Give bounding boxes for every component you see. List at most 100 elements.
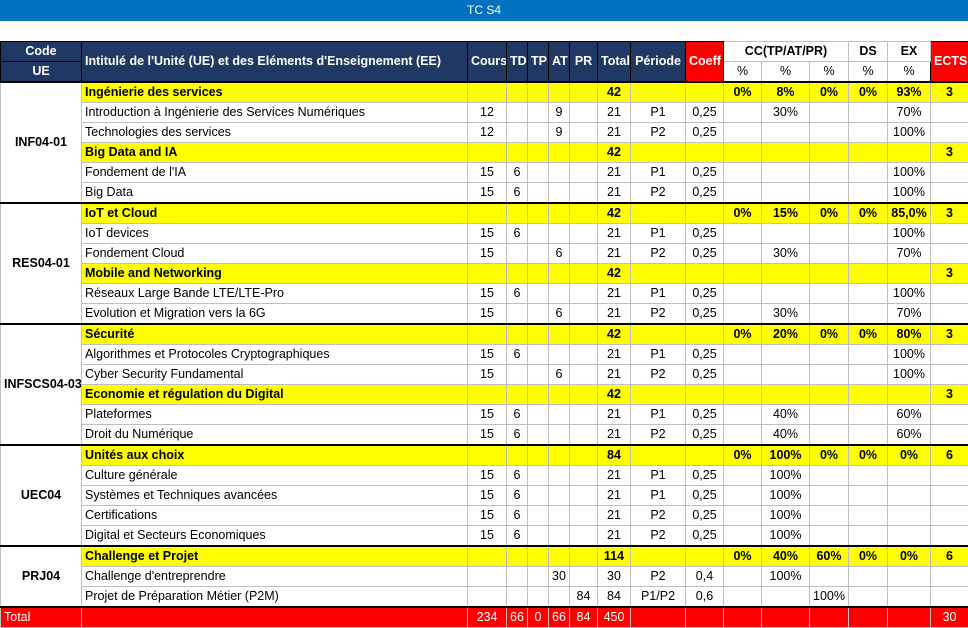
- cell-cc2: 100%: [761, 525, 810, 547]
- ee-row: Plateformes 15 6 21 P1 0,25 40% 60%: [1, 404, 968, 425]
- ue-row: INFSCS04-03 Sécurité 42 0% 20% 0% 0% 80% 3: [0, 323, 968, 446]
- cell-ex: 100%: [887, 344, 932, 365]
- cell-coeff: [685, 202, 724, 224]
- cell-periode: [630, 323, 686, 345]
- ee-name: Algorithmes et Protocoles Cryptographiqu…: [81, 344, 468, 365]
- cell-total: 21: [597, 364, 631, 385]
- cell-tp: [527, 263, 549, 284]
- cell-cours: 15: [467, 404, 507, 425]
- cell-pr: [569, 81, 598, 103]
- cell-ex: [887, 525, 932, 547]
- cell-pr: [569, 162, 598, 183]
- cell-at: [548, 485, 570, 506]
- cell-ds: [848, 586, 889, 608]
- cell-cc3: [808, 566, 850, 587]
- cell-ex: 100%: [887, 122, 932, 143]
- cell-cours: 15: [467, 303, 507, 325]
- cell-ects: [930, 243, 968, 264]
- header-cc-pct-3: %: [808, 61, 850, 83]
- cell-at: [548, 505, 570, 526]
- cell-total: 42: [597, 263, 631, 284]
- header-total: Total: [597, 41, 631, 83]
- cell-ects: [930, 223, 968, 244]
- cell-ds: [848, 243, 889, 264]
- ue-name: Big Data and IA: [81, 142, 468, 163]
- cell-ds: [848, 344, 889, 365]
- cell-ex: 70%: [887, 303, 932, 325]
- cell-pr: [569, 202, 598, 224]
- cell-total: 21: [597, 465, 631, 486]
- cell-cc1: [723, 485, 762, 506]
- cell-pr: 84: [569, 586, 598, 608]
- cell-cc2: 100%: [761, 444, 810, 466]
- cell-ects: [930, 303, 968, 325]
- cell-ex: 100%: [887, 162, 932, 183]
- cell-cc1: [723, 263, 762, 284]
- cell-at: [548, 162, 570, 183]
- cell-td: 6: [506, 424, 528, 446]
- cell-ex: [887, 465, 932, 486]
- cell-tp: [527, 223, 549, 244]
- ee-row: Réseaux Large Bande LTE/LTE-Pro 15 6 21 P1 0,…: [1, 283, 968, 304]
- cell-cc1: [723, 505, 762, 526]
- cell-periode: P2: [630, 303, 686, 325]
- cell-coeff: 0,25: [685, 364, 724, 385]
- cell-cc2: [761, 122, 810, 143]
- ee-row: Introduction à Ingénierie des Services N…: [1, 102, 968, 123]
- ee-row: Big Data 15 6 21 P2 0,25 100%: [1, 182, 968, 204]
- ee-name: Fondement de l'IA: [81, 162, 468, 183]
- cell-ds: [848, 142, 889, 163]
- cell-td: 6: [506, 182, 528, 204]
- total-ects: 30: [930, 606, 968, 628]
- cell-cc3: 0%: [808, 323, 850, 345]
- ee-name: Culture générale: [81, 465, 468, 486]
- cell-ex: 100%: [887, 283, 932, 304]
- cell-tp: [527, 525, 549, 547]
- cell-pr: [569, 303, 598, 325]
- cell-tp: [527, 142, 549, 163]
- cell-cc3: [808, 384, 850, 405]
- cell-at: [548, 283, 570, 304]
- ee-row: Cyber Security Fundamental 15 6 21 P2 0,25 100…: [1, 364, 968, 385]
- cell-cc1: 0%: [723, 202, 762, 224]
- cell-periode: [630, 142, 686, 163]
- cell-at: 30: [548, 566, 570, 587]
- cell-coeff: 0,25: [685, 465, 724, 486]
- cell-cc3: [808, 303, 850, 325]
- cell-pr: [569, 404, 598, 425]
- cell-tp: [527, 444, 549, 466]
- ee-row: Projet de Préparation Métier (P2M) 84 84 P1…: [1, 586, 968, 608]
- cell-at: [548, 525, 570, 547]
- cell-ects: [930, 283, 968, 304]
- cell-coeff: 0,25: [685, 485, 724, 506]
- cell-coeff: 0,6: [685, 586, 724, 608]
- ue-name: Mobile and Networking: [81, 263, 468, 284]
- cell-total: 21: [597, 404, 631, 425]
- header-ue: UE: [0, 61, 82, 83]
- cell-cours: [467, 586, 507, 608]
- cell-ects: [930, 505, 968, 526]
- cell-cc1: [723, 586, 762, 608]
- ee-row: Algorithmes et Protocoles Cryptographiqu…: [1, 344, 968, 365]
- cell-ex: [887, 505, 932, 526]
- cell-cours: [467, 142, 507, 163]
- cell-cours: 12: [467, 102, 507, 123]
- cell-cc3: [808, 505, 850, 526]
- cell-pr: [569, 424, 598, 446]
- cell-ex: 100%: [887, 223, 932, 244]
- cell-td: [506, 243, 528, 264]
- cell-pr: [569, 566, 598, 587]
- cell-ds: [848, 485, 889, 506]
- cell-cc2: 20%: [761, 323, 810, 345]
- total-empty: [848, 606, 889, 628]
- cell-total: 21: [597, 505, 631, 526]
- cell-cc2: [761, 344, 810, 365]
- cell-total: 21: [597, 344, 631, 365]
- cell-tp: [527, 303, 549, 325]
- ue-name: Economie et régulation du Digital: [81, 384, 468, 405]
- cell-tp: [527, 545, 549, 567]
- cell-ex: 60%: [887, 424, 932, 446]
- header-pr: PR: [569, 41, 598, 83]
- cell-at: [548, 344, 570, 365]
- cell-td: [506, 444, 528, 466]
